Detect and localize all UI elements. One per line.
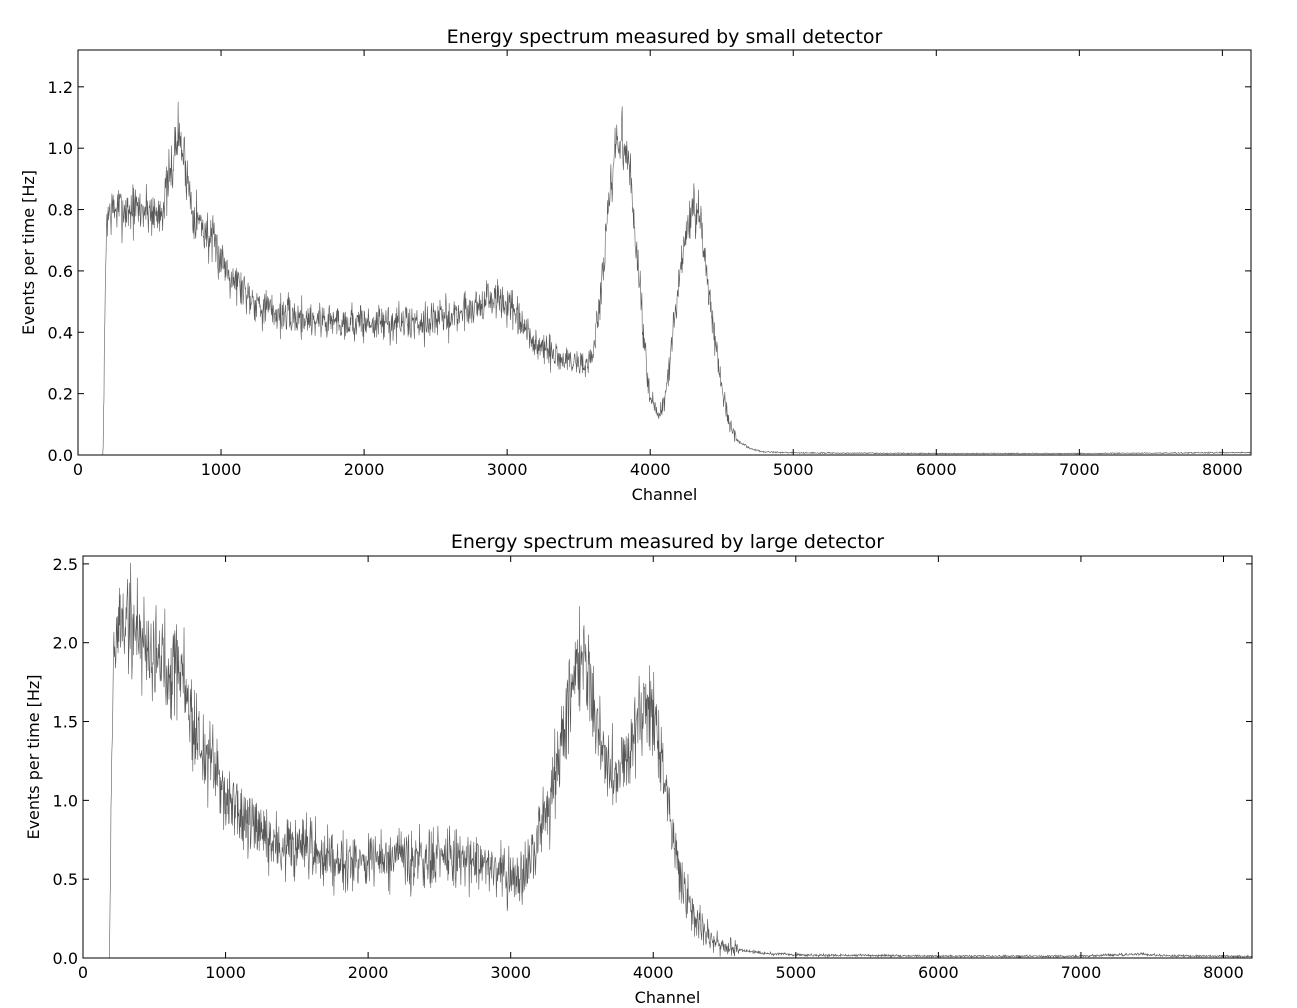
y-tick-label: 0.2: [48, 385, 73, 404]
x-tick-label: 8000: [1203, 963, 1244, 982]
x-tick-label: 1000: [205, 963, 246, 982]
plot-frame: [77, 49, 1252, 456]
x-tick-label: 3000: [487, 460, 528, 479]
x-tick-label: 7000: [1059, 460, 1100, 479]
x-tick-label: 6000: [916, 460, 957, 479]
x-tick-label: 5000: [773, 460, 814, 479]
y-tick-label: 1.2: [48, 78, 73, 97]
y-tick-label: 0.5: [53, 870, 78, 889]
chart-title: Energy spectrum measured by large detect…: [451, 531, 884, 553]
spectrum-line: [83, 562, 1253, 959]
spectrum-line: [78, 101, 1252, 456]
y-tick-label: 0.4: [48, 323, 73, 342]
chart-title: Energy spectrum measured by small detect…: [447, 26, 883, 48]
x-tick-label: 2000: [348, 963, 389, 982]
y-tick-label: 1.5: [53, 713, 78, 732]
x-axis-label: Channel: [635, 988, 701, 1007]
x-tick-label: 0: [73, 460, 83, 479]
y-axis-label: Events per time [Hz]: [19, 170, 38, 335]
y-tick-label: 0.0: [48, 446, 73, 465]
x-tick-label: 1000: [201, 460, 242, 479]
y-tick-label: 1.0: [53, 791, 78, 810]
plot-frame: [82, 555, 1253, 959]
y-axis-label: Events per time [Hz]: [24, 674, 43, 839]
y-tick-label: 0.8: [48, 201, 73, 220]
x-tick-label: 4000: [633, 963, 674, 982]
y-tick-label: 0.6: [48, 262, 73, 281]
x-tick-label: 0: [78, 963, 88, 982]
y-tick-label: 0.0: [53, 949, 78, 968]
x-tick-label: 2000: [344, 460, 385, 479]
x-tick-label: 8000: [1202, 460, 1243, 479]
small-detector-chart: Energy spectrum measured by small detect…: [19, 26, 1252, 504]
x-tick-label: 7000: [1061, 963, 1102, 982]
x-tick-label: 3000: [490, 963, 531, 982]
x-tick-label: 6000: [918, 963, 959, 982]
x-tick-label: 4000: [630, 460, 671, 479]
y-tick-label: 1.0: [48, 139, 73, 158]
x-tick-label: 5000: [775, 963, 816, 982]
y-tick-label: 2.0: [53, 634, 78, 653]
x-axis-label: Channel: [632, 485, 698, 504]
large-detector-chart: Energy spectrum measured by large detect…: [24, 531, 1253, 1007]
y-tick-label: 2.5: [53, 555, 78, 574]
